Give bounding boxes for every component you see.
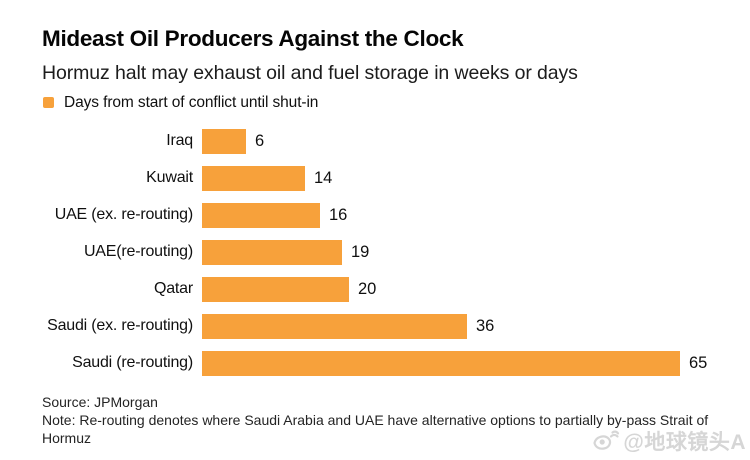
bar-row: Saudi (re-routing) 65	[42, 350, 750, 376]
bar-value-label: 19	[351, 242, 370, 261]
note-text: Note: Re-routing denotes where Saudi Ara…	[42, 412, 709, 446]
bar-value-label: 6	[255, 131, 265, 150]
bar-row: Saudi (ex. re-routing) 36	[42, 313, 750, 339]
bar-value-label: 20	[358, 279, 377, 298]
bar-value-label: 36	[476, 316, 495, 335]
bar	[202, 239, 342, 265]
bar	[202, 350, 680, 376]
legend-label: Days from start of conflict until shut-i…	[64, 93, 319, 111]
bar-row: UAE (ex. re-routing) 16	[42, 202, 750, 228]
category-label: Saudi (ex. re-routing)	[47, 317, 193, 335]
bar	[202, 276, 349, 302]
bar-value-label: 14	[314, 168, 333, 187]
category-label: Saudi (re-routing)	[72, 354, 193, 372]
category-label: UAE (ex. re-routing)	[54, 206, 193, 224]
chart-legend: Days from start of conflict until shut-i…	[43, 94, 750, 112]
page-title: Mideast Oil Producers Against the Clock	[42, 26, 464, 51]
bar-row: Iraq 6	[42, 128, 750, 154]
bar	[202, 202, 320, 228]
legend-swatch	[43, 97, 54, 109]
category-label: UAE(re-routing)	[83, 243, 193, 261]
weibo-eye-icon	[592, 430, 620, 452]
chart-subtitle: Hormuz halt may exhaust oil and fuel sto…	[42, 61, 578, 84]
category-label: Iraq	[166, 132, 193, 150]
bar-chart: Iraq 6 Kuwait 14 UAE (ex. re-routing) 16 UAE(r…	[42, 128, 750, 376]
bar	[202, 165, 305, 191]
chart-footer: Source: JPMorgan Note: Re-routing denote…	[42, 394, 722, 447]
bar-row: Qatar 20	[42, 276, 750, 302]
weibo-watermark: @地球镜头A	[592, 426, 746, 456]
category-label: Qatar	[153, 280, 193, 298]
chart-card: Mideast Oil Producers Against the Clock …	[42, 26, 750, 376]
category-label: Kuwait	[146, 169, 193, 187]
bar-value-label: 65	[689, 353, 708, 372]
bar	[202, 313, 467, 339]
bar-row: UAE(re-routing) 19	[42, 239, 750, 265]
bar-row: Kuwait 14	[42, 165, 750, 191]
watermark-text: @地球镜头A	[623, 431, 746, 454]
bar	[202, 128, 246, 154]
bar-value-label: 16	[329, 205, 348, 224]
source-text: Source: JPMorgan	[42, 394, 158, 410]
